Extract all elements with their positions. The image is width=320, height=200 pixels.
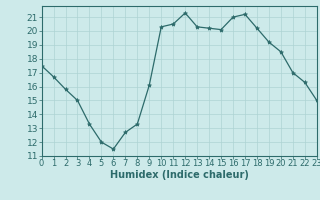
X-axis label: Humidex (Indice chaleur): Humidex (Indice chaleur) xyxy=(110,170,249,180)
